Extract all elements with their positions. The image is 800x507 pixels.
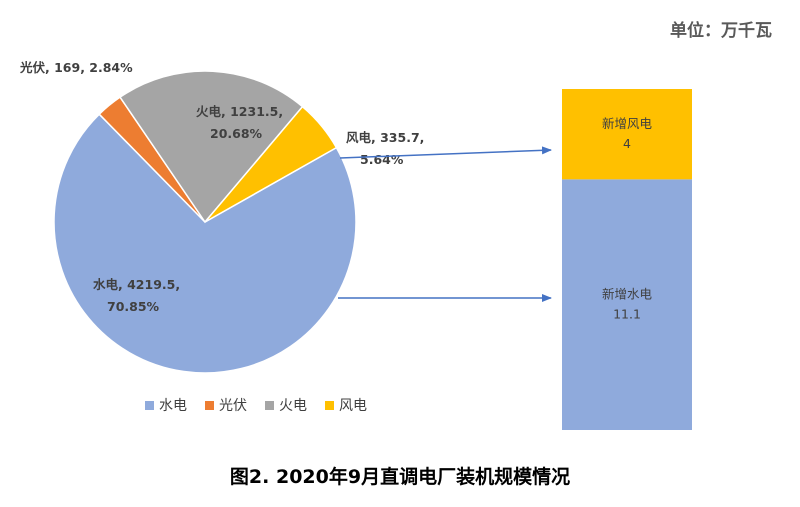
bar-segment-value: 11.1 bbox=[613, 307, 641, 322]
pie-data-label: 水电, 4219.5, bbox=[93, 277, 180, 292]
pie-slice bbox=[204, 105, 338, 223]
legend-swatch bbox=[325, 401, 334, 410]
legend-swatch bbox=[265, 401, 274, 410]
pie-slice bbox=[53, 113, 357, 374]
pie-legend: 水电 光伏 火电 风电 bbox=[145, 398, 367, 414]
legend-swatch bbox=[145, 401, 154, 410]
pie-data-label: 风电, 335.7, bbox=[346, 130, 424, 145]
bar-segment-name: 新增风电 bbox=[602, 116, 653, 131]
legend-label: 风电 bbox=[339, 398, 367, 414]
connector-arrows bbox=[338, 146, 552, 302]
pie-data-label: 火电, 1231.5, bbox=[196, 104, 283, 119]
bar-segment-name: 新增水电 bbox=[602, 287, 653, 302]
pie-data-label: 光伏, 169, 2.84% bbox=[19, 60, 133, 75]
pie-data-label-percent: 5.64% bbox=[360, 152, 404, 167]
bar-segment bbox=[562, 179, 692, 430]
pie-slice bbox=[119, 70, 304, 224]
legend-swatch bbox=[205, 401, 214, 410]
legend-label: 水电 bbox=[159, 398, 187, 414]
pie-data-label-percent: 20.68% bbox=[210, 126, 263, 141]
bar-segment bbox=[562, 89, 692, 180]
pie-data-label-percent: 70.85% bbox=[107, 299, 160, 314]
legend-label: 火电 bbox=[279, 398, 307, 414]
legend-label: 光伏 bbox=[219, 398, 247, 414]
pie-chart: 水电, 4219.5, 70.85% 光伏, 169, 2.84% 火电, 1231.… bbox=[19, 60, 424, 374]
unit-label: 单位：万千瓦 bbox=[670, 20, 772, 41]
bar-segment-value: 4 bbox=[623, 136, 631, 151]
stacked-bar-chart: 新增水电 11.1 新增风电 4 bbox=[562, 89, 692, 430]
arrow-to-wind bbox=[339, 146, 552, 159]
figure-caption: 图2. 2020年9月直调电厂装机规模情况 bbox=[230, 465, 570, 488]
